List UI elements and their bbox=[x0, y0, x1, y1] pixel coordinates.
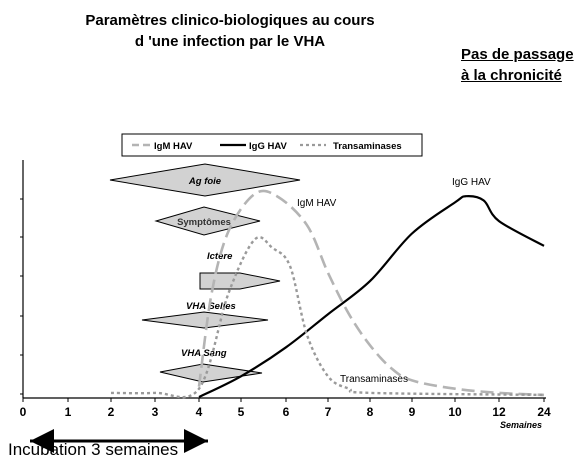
igm-curve bbox=[197, 189, 545, 397]
x-tick-label: 0 bbox=[20, 405, 27, 419]
x-tick-label: 2 bbox=[108, 405, 115, 419]
ictere-label: Ictère bbox=[207, 251, 233, 262]
phase-markers: Ag foie Symptômes Ictère VHA Selles VHA … bbox=[109, 163, 301, 383]
title-line-2: d 'une infection par le VHA bbox=[134, 33, 326, 50]
transaminases-curve bbox=[110, 235, 545, 399]
symptomes-shape bbox=[154, 206, 261, 236]
x-tick-label: 3 bbox=[152, 405, 159, 419]
x-tick-label: 9 bbox=[409, 405, 416, 419]
vha-selles-label: VHA Selles bbox=[186, 301, 236, 312]
chart-title: Paramètres clinico-biologiques au cours … bbox=[70, 10, 390, 52]
igg-curve-label: IgG HAV bbox=[452, 177, 491, 188]
vha-selles-shape bbox=[141, 311, 269, 329]
x-tick-label: 8 bbox=[367, 405, 374, 419]
curves bbox=[110, 189, 545, 399]
x-tick-label: 1 bbox=[65, 405, 72, 419]
x-axis-unit: Semaines bbox=[500, 420, 542, 430]
incubation-label: Incubation 3 semaines bbox=[8, 440, 179, 459]
vha-sang-shape bbox=[159, 363, 263, 383]
ictere-shape bbox=[199, 272, 281, 290]
igm-curve-label: IgM HAV bbox=[297, 198, 337, 209]
y-ticks bbox=[20, 198, 23, 395]
x-tick-label: 10 bbox=[448, 405, 462, 419]
ag-foie-label: Ag foie bbox=[188, 176, 222, 187]
side-note: Pas de passage à la chronicité bbox=[461, 46, 574, 84]
legend: IgM HAV IgG HAV Transaminases bbox=[121, 133, 423, 157]
x-tick-label: 4 bbox=[196, 405, 203, 419]
vha-sang-label: VHA Sang bbox=[181, 348, 227, 359]
legend-transaminases-label: Transaminases bbox=[333, 141, 402, 152]
x-tick-label: 12 bbox=[492, 405, 506, 419]
legend-box bbox=[121, 133, 423, 157]
igg-curve bbox=[198, 195, 545, 398]
axes: 0 1 2 3 4 5 6 7 8 9 10 12 24 Semaines bbox=[20, 160, 551, 430]
symptomes-label: Symptômes bbox=[177, 217, 231, 228]
title-line-1: Paramètres clinico-biologiques au cours bbox=[85, 12, 375, 29]
legend-igg-label: IgG HAV bbox=[249, 141, 287, 152]
ag-foie-shape bbox=[109, 163, 301, 197]
x-tick-label: 6 bbox=[283, 405, 290, 419]
x-ticks: 0 1 2 3 4 5 6 7 8 9 10 12 24 bbox=[20, 398, 551, 419]
transaminases-curve-label: Transaminases bbox=[340, 374, 408, 385]
x-tick-label: 24 bbox=[537, 405, 551, 419]
legend-igm-label: IgM HAV bbox=[154, 141, 193, 152]
x-tick-label: 7 bbox=[325, 405, 332, 419]
x-tick-label: 5 bbox=[238, 405, 245, 419]
